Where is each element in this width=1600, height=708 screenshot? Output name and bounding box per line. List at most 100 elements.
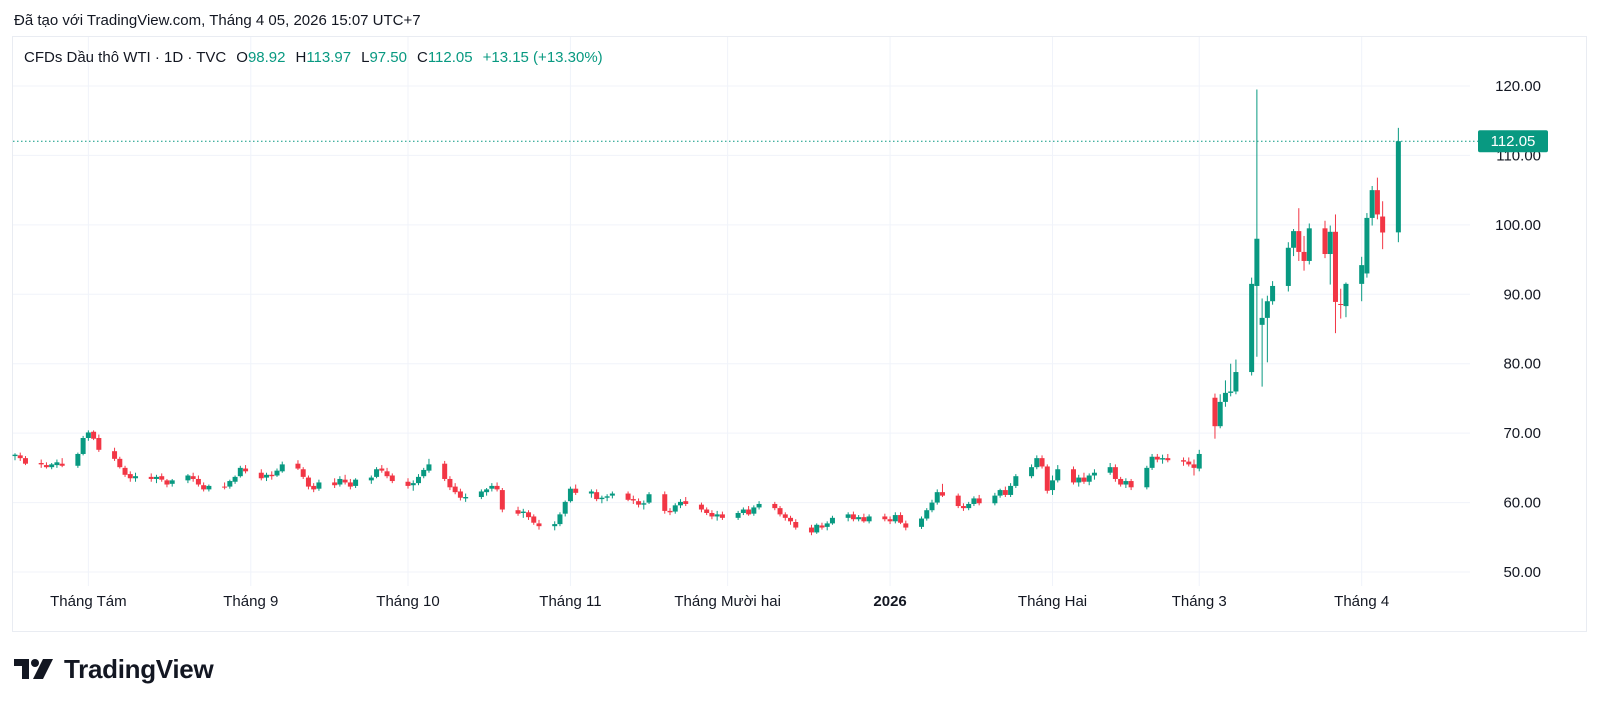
candle-down[interactable] (573, 484, 579, 495)
candle-down[interactable] (515, 506, 521, 516)
candle-up[interactable] (919, 516, 925, 529)
candle-down[interactable] (1191, 459, 1197, 476)
candle-up[interactable] (672, 503, 678, 514)
candle-down[interactable] (190, 472, 196, 482)
candle-down[interactable] (698, 502, 704, 513)
candle-up[interactable] (368, 475, 374, 484)
candle-down[interactable] (536, 519, 542, 530)
candle-down[interactable] (122, 465, 128, 477)
candle-up[interactable] (1395, 127, 1401, 243)
candle-up[interactable] (484, 487, 490, 496)
candle-down[interactable] (719, 511, 725, 520)
candle-down[interactable] (1322, 220, 1328, 259)
candle-down[interactable] (1186, 457, 1192, 467)
candle-up[interactable] (971, 496, 977, 507)
candle-down[interactable] (1070, 466, 1076, 485)
candle-down[interactable] (704, 507, 710, 516)
candle-up[interactable] (735, 510, 741, 520)
candle-up[interactable] (421, 467, 427, 479)
candle-up[interactable] (997, 488, 1003, 498)
candle-down[interactable] (300, 467, 306, 479)
candle-down[interactable] (305, 475, 311, 490)
candle-down[interactable] (1332, 214, 1338, 334)
candle-up[interactable] (227, 479, 233, 489)
candle-down[interactable] (630, 495, 636, 504)
candle-up[interactable] (829, 515, 835, 525)
candle-up[interactable] (478, 489, 484, 500)
candle-down[interactable] (17, 452, 23, 461)
candle-down[interactable] (295, 460, 301, 470)
candle-down[interactable] (772, 501, 778, 511)
candle-down[interactable] (222, 482, 228, 490)
candle-down[interactable] (955, 493, 961, 509)
candle-up[interactable] (153, 474, 159, 484)
candle-up[interactable] (206, 484, 212, 492)
candle-up[interactable] (562, 500, 568, 517)
candle-down[interactable] (782, 512, 788, 521)
candle-up[interactable] (1217, 394, 1223, 429)
candle-down[interactable] (127, 471, 133, 482)
candle-down[interactable] (882, 513, 888, 522)
candle-down[interactable] (709, 510, 715, 520)
candle-up[interactable] (415, 474, 421, 486)
candle-up[interactable] (866, 514, 872, 524)
candle-down[interactable] (960, 503, 966, 511)
candle-up[interactable] (1144, 465, 1150, 490)
candle-up[interactable] (489, 483, 495, 492)
candle-up[interactable] (1259, 298, 1265, 387)
candle-down[interactable] (494, 482, 500, 492)
candle-up[interactable] (1369, 185, 1375, 226)
candle-up[interactable] (49, 462, 55, 470)
candle-up[interactable] (1149, 453, 1155, 470)
candle-down[interactable] (625, 491, 631, 502)
candle-down[interactable] (808, 524, 814, 536)
candle-down[interactable] (269, 471, 275, 480)
candle-up[interactable] (185, 474, 191, 484)
candle-down[interactable] (939, 483, 945, 498)
candle-down[interactable] (1154, 453, 1160, 463)
candle-up[interactable] (1055, 465, 1061, 483)
candle-up[interactable] (1359, 256, 1365, 302)
candle-up[interactable] (557, 512, 563, 527)
candle-up[interactable] (588, 489, 594, 498)
candle-down[interactable] (976, 494, 982, 506)
candle-up[interactable] (924, 508, 930, 521)
candle-down[interactable] (1338, 288, 1344, 319)
candle-down[interactable] (112, 447, 118, 461)
candle-up[interactable] (1270, 281, 1276, 305)
candle-down[interactable] (1112, 464, 1118, 482)
candle-down[interactable] (1380, 201, 1386, 250)
candle-down[interactable] (442, 460, 448, 482)
candle-up[interactable] (237, 465, 243, 478)
tradingview-logo[interactable]: TradingView (14, 654, 214, 685)
candle-up[interactable] (54, 459, 60, 468)
candle-up[interactable] (845, 512, 851, 522)
candle-down[interactable] (148, 473, 154, 482)
candle-down[interactable] (636, 498, 642, 508)
candle-down[interactable] (898, 512, 904, 525)
candle-down[interactable] (594, 489, 600, 502)
candle-down[interactable] (59, 458, 65, 468)
candle-up[interactable] (410, 480, 416, 491)
candle-down[interactable] (531, 514, 537, 525)
candle-up[interactable] (966, 501, 972, 511)
candle-up[interactable] (353, 478, 359, 488)
candle-down[interactable] (1081, 472, 1087, 484)
candle-down[interactable] (1181, 457, 1187, 466)
candle-up[interactable] (264, 472, 270, 482)
candle-up[interactable] (426, 458, 432, 473)
candle-up[interactable] (1327, 225, 1333, 285)
candle-up[interactable] (1008, 483, 1014, 498)
candle-down[interactable] (499, 487, 505, 513)
candle-down[interactable] (91, 430, 97, 441)
candle-up[interactable] (552, 521, 558, 531)
candle-up[interactable] (756, 501, 762, 510)
candle-down[interactable] (1301, 235, 1307, 271)
candle-up[interactable] (1013, 474, 1019, 488)
candle-up[interactable] (929, 499, 935, 513)
chart-frame[interactable] (12, 36, 1587, 632)
candle-up[interactable] (856, 515, 862, 522)
candle-up[interactable] (1264, 295, 1270, 363)
candle-up[interactable] (677, 499, 683, 509)
